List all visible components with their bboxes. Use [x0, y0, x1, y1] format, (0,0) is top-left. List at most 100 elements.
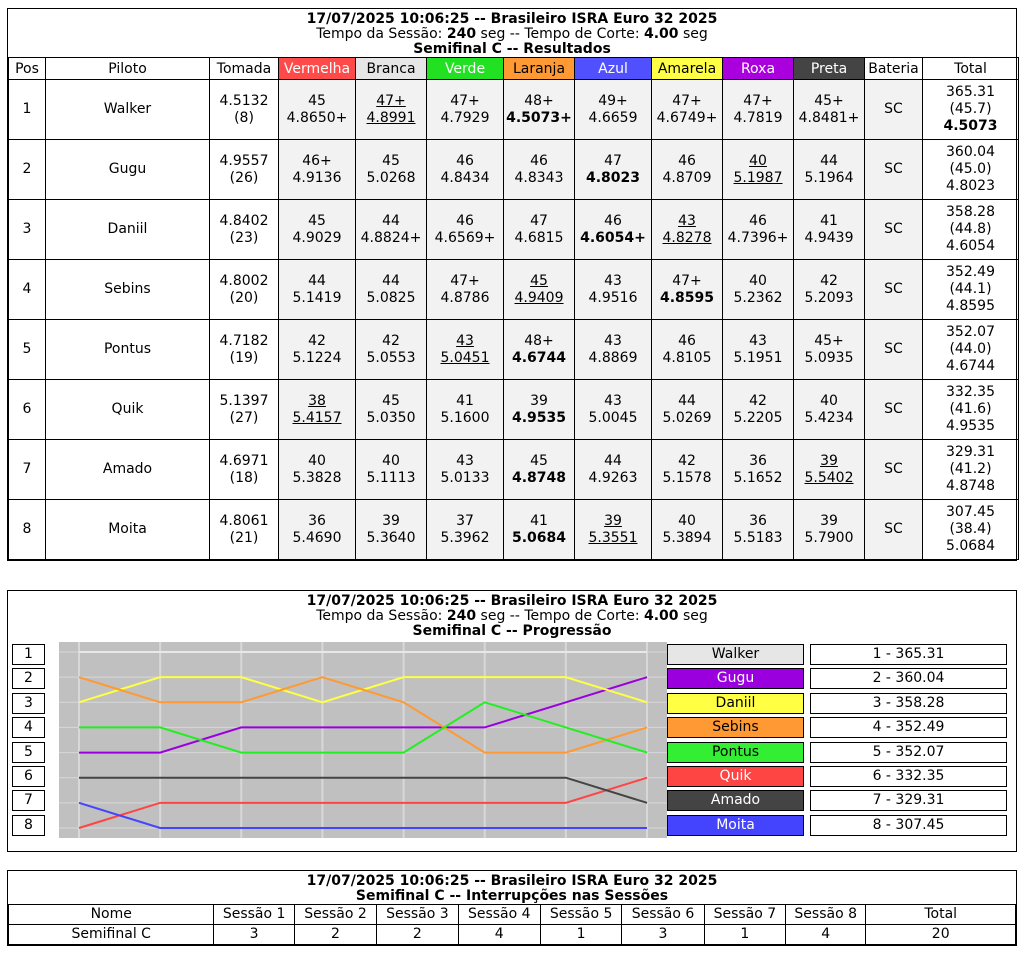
lane-best-lap: 5.1987 — [733, 169, 783, 186]
lane-best-lap: 4.6815 — [514, 229, 564, 246]
lane-result-cell: 45 5.0350 — [355, 379, 427, 440]
lane-result-cell: 45 5.0268 — [355, 139, 427, 200]
interruptions-col-header: Sessão 6 — [621, 904, 705, 925]
lane-best-lap: 4.9535 — [511, 409, 567, 426]
interruptions-cell: 3 — [621, 924, 705, 945]
results-table: Pos Piloto Tomada Vermelha Branca Verde … — [8, 57, 1019, 560]
total-score: 358.28 — [946, 204, 995, 220]
lane-result-cell: 47+ 4.8991 — [355, 79, 427, 140]
row-bateria: SC — [864, 499, 923, 560]
col-lane-vermelha: Vermelha — [278, 57, 356, 80]
lane-result-cell: 48+ 4.6744 — [503, 319, 575, 380]
progression-driver-name: Pontus — [667, 741, 804, 763]
row-pilot-name: Walker — [45, 79, 210, 140]
lane-best-lap: 4.8786 — [440, 289, 490, 306]
row-bateria: SC — [864, 379, 923, 440]
result-row: 6 Quik 5.1397 (27) 38 5.4157 45 5.0350 41 5.1600 3… — [8, 379, 1019, 440]
col-bateria: Bateria — [864, 57, 923, 80]
lane-laps: 45 — [382, 152, 400, 169]
lane-best-lap: 5.4234 — [804, 409, 854, 426]
lane-best-lap: 5.0269 — [662, 409, 712, 426]
result-row: 5 Pontus 4.7182 (19) 42 5.1224 42 5.0553 43 5.045… — [8, 319, 1019, 380]
lane-result-cell: 46 4.8709 — [651, 139, 723, 200]
lane-best-lap: 4.8748 — [511, 469, 567, 486]
lane-laps: 36 — [749, 452, 767, 469]
lane-result-cell: 45 4.8748 — [503, 439, 575, 500]
interruptions-cell: 4 — [785, 924, 867, 945]
lane-best-lap: 5.0350 — [366, 409, 416, 426]
lane-best-lap: 4.9136 — [292, 169, 342, 186]
row-pos: 5 — [8, 319, 46, 380]
lane-best-lap: 4.8869 — [588, 349, 638, 366]
progression-driver-name: Quik — [667, 766, 804, 787]
interruptions-col-header: Sessão 4 — [457, 904, 541, 925]
progression-driver-name: Gugu — [667, 668, 804, 690]
tomada-rank: (23) — [229, 229, 259, 246]
lane-result-cell: 45 4.8650+ — [278, 79, 356, 140]
total-best-lap: 4.8748 — [946, 478, 995, 494]
interruptions-title: 17/07/2025 10:06:25 -- Brasileiro ISRA E… — [306, 873, 718, 889]
lane-result-cell: 46 4.6054+ — [574, 199, 652, 260]
series-line-amado — [79, 776, 648, 804]
lane-best-lap: 5.1964 — [804, 169, 854, 186]
lane-laps: 46 — [678, 332, 696, 349]
lane-result-cell: 43 5.0451 — [426, 319, 504, 380]
lane-best-lap: 5.1113 — [366, 469, 416, 486]
total-average: (38.4) — [949, 521, 992, 537]
tomada-rank: (26) — [229, 169, 259, 186]
lane-result-cell: 46+ 4.9136 — [278, 139, 356, 200]
lane-result-cell: 42 5.1224 — [278, 319, 356, 380]
lane-laps: 40 — [308, 452, 326, 469]
lane-result-cell: 43 4.8278 — [651, 199, 723, 260]
lane-best-lap: 4.9439 — [804, 229, 854, 246]
lane-laps: 47+ — [376, 92, 406, 109]
lane-best-lap: 5.5183 — [733, 529, 783, 546]
total-best-lap: 5.0684 — [946, 538, 995, 554]
lane-best-lap: 5.4157 — [292, 409, 342, 426]
lane-laps: 40 — [820, 392, 838, 409]
series-line-gugu — [79, 676, 648, 754]
lane-best-lap: 4.9409 — [514, 289, 564, 306]
session-time-label: Tempo da Sessão: — [316, 608, 443, 624]
interruptions-col-header: Sessão 8 — [785, 904, 867, 925]
session-time-unit: seg — [480, 608, 506, 624]
lane-result-cell: 46 4.7396+ — [722, 199, 794, 260]
lane-result-cell: 39 5.3551 — [574, 499, 652, 560]
lane-laps: 47+ — [450, 92, 480, 109]
row-pos: 1 — [8, 79, 46, 140]
lane-result-cell: 44 4.9263 — [574, 439, 652, 500]
cut-time-unit: seg — [683, 26, 708, 42]
total-best-lap: 4.8023 — [946, 178, 995, 194]
lane-laps: 43 — [604, 332, 622, 349]
lane-best-lap: 4.6659 — [588, 109, 638, 126]
result-row: 1 Walker 4.5132 (8) 45 4.8650+ 47+ 4.8991 47+ 4.7… — [8, 79, 1019, 140]
lane-result-cell: 44 5.0825 — [355, 259, 427, 320]
results-header-row: Pos Piloto Tomada Vermelha Branca Verde … — [8, 57, 1019, 80]
progression-driver-score: 5 - 352.07 — [810, 741, 1007, 763]
results-header: 17/07/2025 10:06:25 -- Brasileiro ISRA E… — [8, 9, 1016, 57]
results-title: 17/07/2025 10:06:25 -- Brasileiro ISRA E… — [306, 11, 718, 27]
lane-laps: 40 — [749, 152, 767, 169]
lane-laps: 47+ — [743, 92, 773, 109]
progression-driver-score: 1 - 365.31 — [810, 644, 1007, 665]
total-average: (41.6) — [949, 401, 992, 417]
interruptions-col-header: Total — [865, 904, 1016, 925]
result-row: 3 Daniil 4.8402 (23) 45 4.9029 44 4.8824+ 46 4.65… — [8, 199, 1019, 260]
lane-result-cell: 44 5.1419 — [278, 259, 356, 320]
lane-result-cell: 43 5.0045 — [574, 379, 652, 440]
lane-result-cell: 42 5.2205 — [722, 379, 794, 440]
row-pos: 7 — [8, 439, 46, 500]
lane-result-cell: 45 4.9029 — [278, 199, 356, 260]
lane-laps: 45 — [530, 272, 548, 289]
session-time-value: 240 — [446, 26, 477, 42]
lane-result-cell: 42 5.0553 — [355, 319, 427, 380]
interruptions-panel: 17/07/2025 10:06:25 -- Brasileiro ISRA E… — [7, 870, 1017, 946]
lane-result-cell: 40 5.2362 — [722, 259, 794, 320]
lane-best-lap: 5.2362 — [733, 289, 783, 306]
result-row: 7 Amado 4.6971 (18) 40 5.3828 40 5.1113 43 5.0133… — [8, 439, 1019, 500]
tomada-time: 4.9557 — [219, 152, 269, 169]
lane-best-lap: 4.8105 — [662, 349, 712, 366]
lane-result-cell: 48+ 4.5073+ — [503, 79, 575, 140]
progression-driver-name: Daniil — [667, 692, 804, 714]
lane-laps: 46+ — [302, 152, 332, 169]
